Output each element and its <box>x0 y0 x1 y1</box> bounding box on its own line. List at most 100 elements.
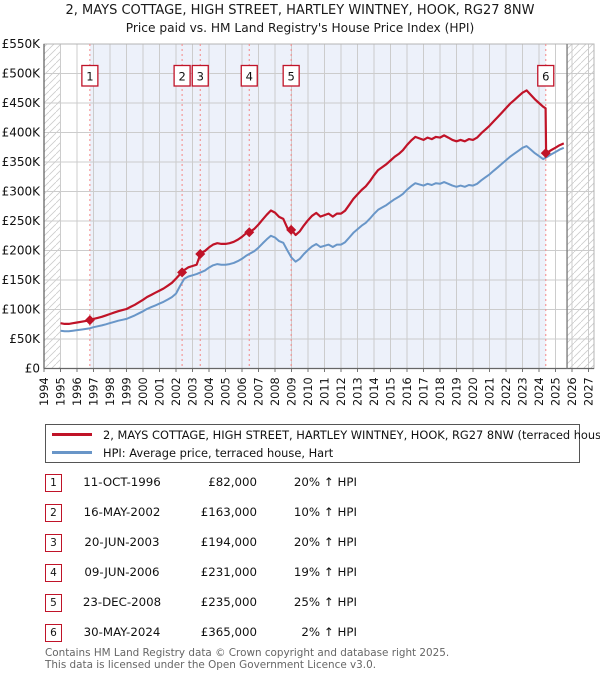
y-axis-label: £500K <box>2 67 42 81</box>
transaction-vs-hpi: 20% ↑ HPI <box>293 475 357 489</box>
sale-badge-box <box>173 64 191 87</box>
transaction-row: 1 11-OCT-1996 £82,000 20% ↑ HPI <box>0 474 600 493</box>
sale-badge-box <box>191 64 209 87</box>
license-footer: Contains HM Land Registry data © Crown c… <box>45 647 450 671</box>
transaction-price: £163,000 <box>200 505 257 519</box>
page-title: 2, MAYS COTTAGE, HIGH STREET, HARTLEY WI… <box>65 3 535 18</box>
x-axis-label: 2012 <box>335 377 348 406</box>
y-axis-label: £400K <box>2 126 42 140</box>
transaction-row: 3 20-JUN-2003 £194,000 20% ↑ HPI <box>0 534 600 553</box>
transaction-number-badge: 5 <box>45 594 62 612</box>
x-axis-label: 1994 <box>38 377 51 406</box>
transaction-price: £231,000 <box>200 565 257 579</box>
x-axis-label: 2008 <box>269 377 282 406</box>
y-axis-label: £300K <box>2 185 42 199</box>
y-axis-label: £450K <box>2 96 42 110</box>
x-axis-label: 2004 <box>203 377 216 406</box>
sale-badge-number: 1 <box>86 70 93 84</box>
x-axis-label: 2016 <box>401 377 414 406</box>
transaction-date: 09-JUN-2006 <box>84 565 160 579</box>
y-axis-label: £150K <box>2 273 42 287</box>
transaction-price: £365,000 <box>200 625 257 639</box>
legend-series1-label: 2, MAYS COTTAGE, HIGH STREET, HARTLEY WI… <box>103 427 600 442</box>
legend-row-price-paid: 2, MAYS COTTAGE, HIGH STREET, HARTLEY WI… <box>46 426 600 444</box>
transaction-vs-hpi: 19% ↑ HPI <box>293 565 357 579</box>
y-axis-label: £350K <box>2 155 42 169</box>
sale-badge-box <box>240 64 258 87</box>
price-chart: 1 2 3 4 5 6£0£50K£100K£150K£200K£250K£300K£35… <box>2 37 596 406</box>
x-axis-label: 1995 <box>55 377 68 406</box>
transaction-number-badge: 1 <box>45 474 62 492</box>
y-axis-label: £550K <box>2 37 42 51</box>
x-axis-label: 2021 <box>484 377 497 406</box>
y-axis-label: £0 <box>25 362 40 376</box>
transaction-date: 30-MAY-2024 <box>83 625 161 639</box>
transaction-date: 23-DEC-2008 <box>82 595 162 609</box>
sale-badge-box <box>81 64 99 87</box>
hpi-series-line <box>60 145 565 333</box>
sale-marker <box>195 249 206 260</box>
x-axis-label: 2023 <box>517 377 530 406</box>
transaction-vs-hpi: 20% ↑ HPI <box>293 535 357 549</box>
x-axis-label: 1997 <box>88 377 101 406</box>
x-axis-label: 1999 <box>121 377 134 406</box>
transaction-date: 11-OCT-1996 <box>83 475 161 489</box>
x-axis-label: 2014 <box>368 377 381 406</box>
page-subtitle: Price paid vs. HM Land Registry's House … <box>125 21 475 35</box>
y-axis-label: £100K <box>2 303 42 317</box>
sale-marker <box>177 267 188 278</box>
x-axis-label: 2027 <box>583 377 596 406</box>
x-axis-label: 2019 <box>451 377 464 406</box>
x-axis-label: 2022 <box>500 377 513 406</box>
x-axis-label: 2006 <box>236 377 249 406</box>
x-axis-label: 2018 <box>434 377 447 406</box>
transaction-number-badge: 4 <box>45 564 62 582</box>
x-axis-label: 2024 <box>533 377 546 406</box>
footer-line1: Contains HM Land Registry data © Crown c… <box>45 647 450 659</box>
transaction-number-badge: 2 <box>45 504 62 522</box>
y-axis-label: £250K <box>2 214 42 228</box>
transaction-price: £194,000 <box>200 535 257 549</box>
transaction-vs-hpi: 10% ↑ HPI <box>293 505 357 519</box>
x-axis-label: 2015 <box>385 377 398 406</box>
transaction-number-badge: 6 <box>45 624 62 642</box>
y-axis-label: £50K <box>9 332 41 346</box>
x-axis-label: 1996 <box>71 377 84 406</box>
sale-marker <box>244 227 255 238</box>
sale-badge-number: 4 <box>246 70 253 84</box>
legend-series2-label: HPI: Average price, terraced house, Hart <box>103 445 334 460</box>
sale-badge-number: 3 <box>197 70 204 84</box>
footer-line2: This data is licensed under the Open Gov… <box>45 658 377 671</box>
transaction-date: 16-MAY-2002 <box>83 505 161 519</box>
transaction-price: £235,000 <box>200 595 257 609</box>
x-axis-label: 2017 <box>418 377 431 406</box>
price-paid-series-line <box>60 89 565 325</box>
x-axis-label: 2003 <box>187 377 200 406</box>
transaction-price: £82,000 <box>208 475 257 489</box>
transaction-row: 2 16-MAY-2002 £163,000 10% ↑ HPI <box>0 504 600 523</box>
future-hatch <box>567 44 594 369</box>
price-paid-line-swatch <box>52 433 92 436</box>
transaction-vs-hpi: 2% ↑ HPI <box>301 625 357 639</box>
chart-legend: 2, MAYS COTTAGE, HIGH STREET, HARTLEY WI… <box>45 424 600 463</box>
x-axis-label: 2009 <box>286 377 299 406</box>
sale-marker <box>84 315 95 326</box>
transaction-date: 20-JUN-2003 <box>84 535 160 549</box>
x-axis-label: 2007 <box>253 377 266 406</box>
ownership-band <box>89 44 546 369</box>
x-axis-label: 2005 <box>220 377 233 406</box>
x-axis-label: 2002 <box>170 377 183 406</box>
transaction-number-badge: 3 <box>45 534 62 552</box>
x-axis-label: 2026 <box>566 377 579 406</box>
transaction-row: 4 09-JUN-2006 £231,000 19% ↑ HPI <box>0 564 600 583</box>
sale-badge-box <box>537 64 555 87</box>
pre-data-hatch <box>44 44 61 369</box>
transaction-vs-hpi: 25% ↑ HPI <box>293 595 357 609</box>
x-axis-label: 2013 <box>352 377 365 406</box>
hpi-line-swatch <box>52 451 92 454</box>
sale-badge-number: 5 <box>288 70 295 84</box>
y-axis-label: £200K <box>2 244 42 258</box>
x-axis-label: 2011 <box>319 377 332 406</box>
transaction-row: 6 30-MAY-2024 £365,000 2% ↑ HPI <box>0 624 600 643</box>
x-axis-label: 1998 <box>104 377 117 406</box>
